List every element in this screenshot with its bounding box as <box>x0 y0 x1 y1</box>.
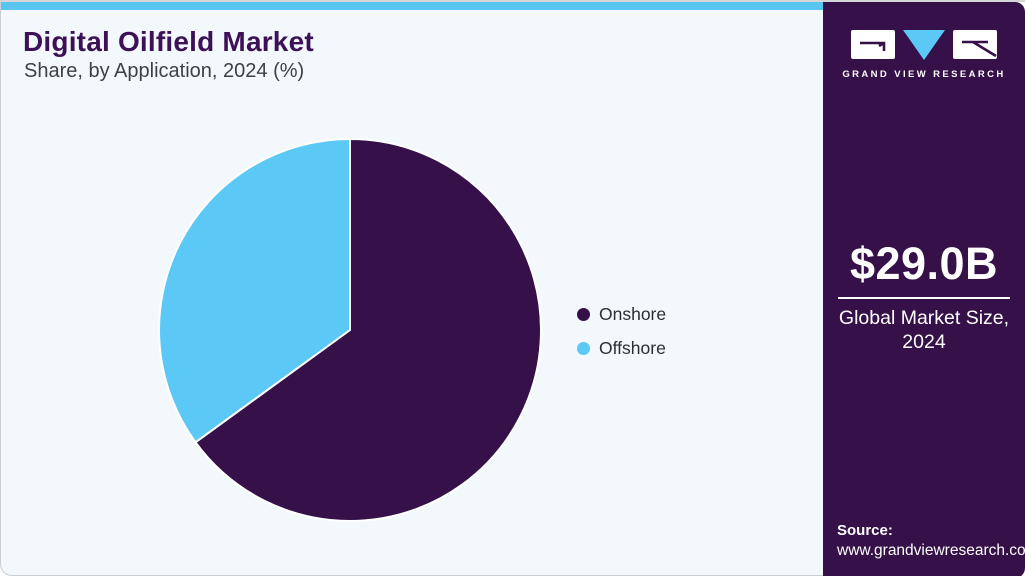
source-label: Source: <box>837 522 893 539</box>
gvr-logo-icon <box>851 30 997 60</box>
legend-item-offshore: Offshore <box>577 338 666 359</box>
source-block: Source: www.grandviewresearch.com <box>837 522 1025 560</box>
legend-label: Offshore <box>599 338 666 358</box>
top-accent-bar <box>1 2 823 10</box>
pie-slice-offshore <box>158 138 351 444</box>
sidebar: GRAND VIEW RESEARCH $29.0B Global Market… <box>823 2 1025 576</box>
legend-dot-offshore <box>577 342 590 355</box>
pie-chart <box>158 138 542 522</box>
legend: Onshore Offshore <box>577 304 666 372</box>
market-size-label: Global Market Size, 2024 <box>823 307 1025 355</box>
market-size-block: $29.0B Global Market Size, 2024 <box>823 238 1025 355</box>
legend-label: Onshore <box>599 304 667 324</box>
gvr-logo: GRAND VIEW RESEARCH <box>823 28 1025 80</box>
gvr-logo-wordmark: GRAND VIEW RESEARCH <box>842 69 1006 80</box>
chart-panel: Digital Oilfield Market Share, by Applic… <box>0 2 823 576</box>
legend-dot-onshore <box>577 308 590 321</box>
pie-slice-onshore <box>194 138 542 522</box>
market-size-value: $29.0B <box>849 238 999 289</box>
page-title: Digital Oilfield Market <box>23 26 314 57</box>
divider <box>838 297 1010 299</box>
legend-item-onshore: Onshore <box>577 304 666 325</box>
page-subtitle: Share, by Application, 2024 (%) <box>24 60 305 82</box>
source-url: www.grandviewresearch.com <box>837 542 1025 559</box>
market-size-label-line2: 2024 <box>902 330 946 353</box>
market-size-label-line1: Global Market Size, <box>838 307 1010 329</box>
